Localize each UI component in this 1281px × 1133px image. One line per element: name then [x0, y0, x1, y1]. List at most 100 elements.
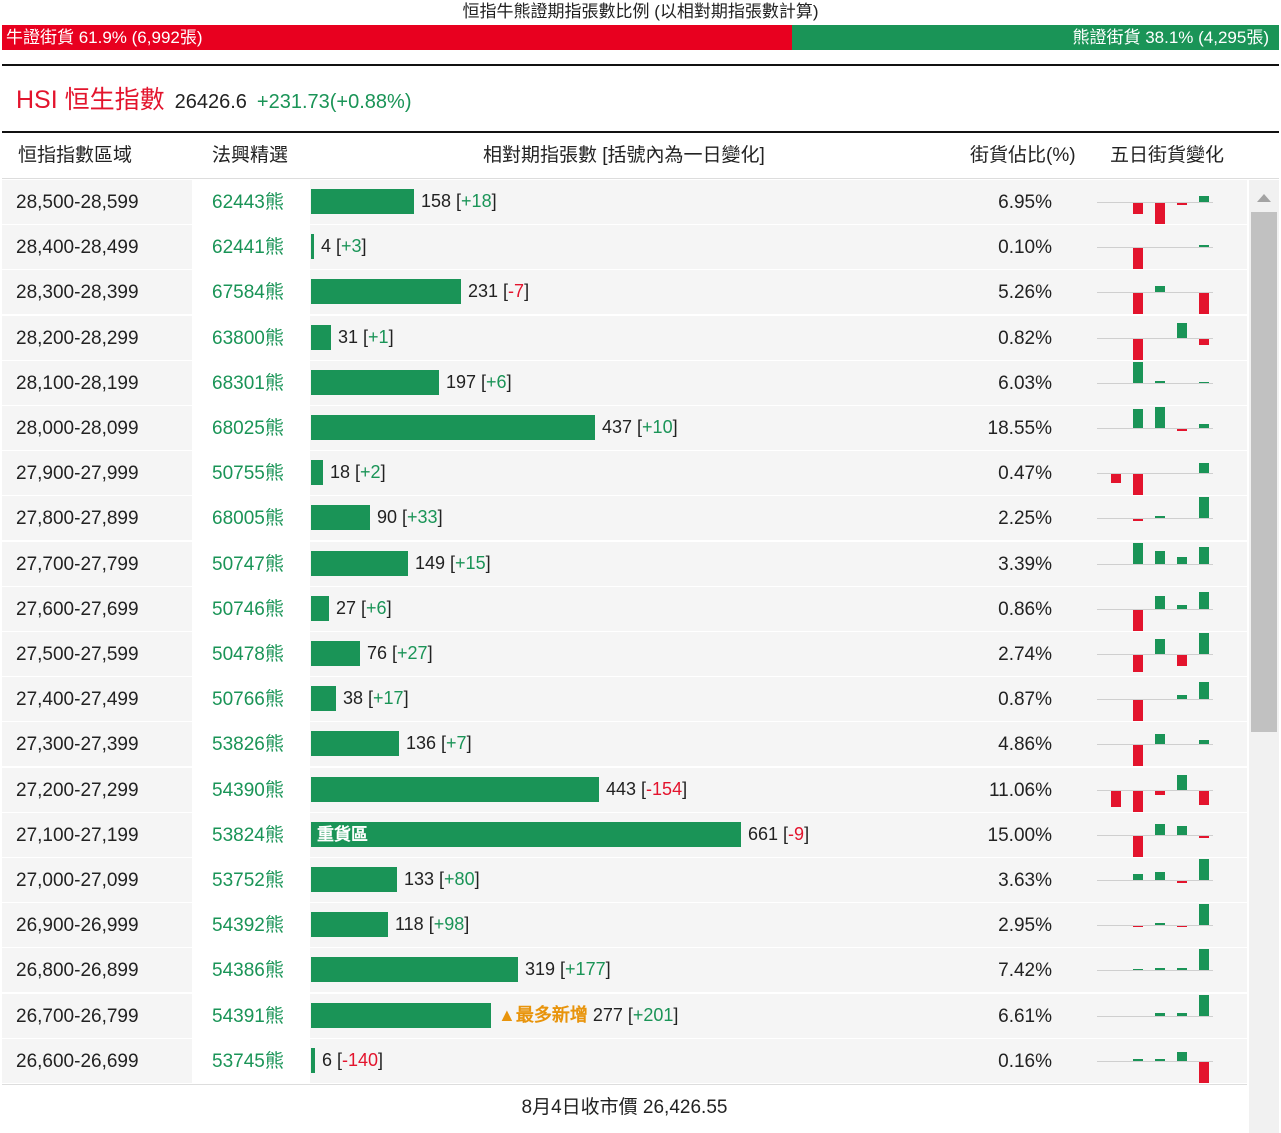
daily-change: +1	[368, 326, 389, 347]
warrant-link[interactable]: 62441熊	[212, 237, 284, 259]
spark-baseline	[1097, 970, 1213, 972]
chart-title: 恒指牛熊證期指張數比例 (以相對期指張數計算)	[462, 2, 819, 21]
table-row[interactable]: 26,700-26,799 54391熊 ▲最多新增 277 [+201] 6.61%	[2, 993, 1247, 1039]
spark-bar	[1133, 790, 1143, 812]
five-day-sparkline	[1095, 180, 1215, 225]
index-change: +231.73(+0.88%)	[256, 91, 412, 113]
table-row[interactable]: 27,700-27,799 50747熊 149 [+15] 3.39%	[2, 541, 1247, 587]
warrant-link[interactable]: 67584熊	[212, 282, 284, 304]
contracts-bar	[311, 867, 397, 892]
spark-bar	[1177, 968, 1187, 971]
warrant-link[interactable]: 53826熊	[212, 734, 284, 756]
top-new-tag: ▲最多新增	[498, 1004, 593, 1025]
spark-bar	[1155, 286, 1165, 293]
daily-change: -154	[646, 778, 683, 799]
table-row[interactable]: 26,900-26,999 54392熊 118 [+98] 2.95%	[2, 903, 1247, 949]
table-row[interactable]: 27,900-27,999 50755熊 18 [+2] 0.47%	[2, 451, 1247, 497]
share-cell: 7.42%	[998, 960, 1052, 982]
spark-baseline	[1097, 834, 1213, 836]
spark-bar	[1199, 859, 1209, 880]
warrant-cell: 50747熊	[192, 541, 310, 587]
warrant-link[interactable]: 50766熊	[212, 689, 284, 711]
table-row[interactable]: 28,400-28,499 62441熊 4 [+3] 0.10%	[2, 225, 1247, 271]
table-row[interactable]: 27,600-27,699 50746熊 27 [+6] 0.86%	[2, 586, 1247, 632]
five-day-sparkline	[1095, 632, 1215, 677]
spark-bar	[1199, 338, 1209, 345]
warrant-link[interactable]: 68005熊	[212, 508, 284, 530]
table-row[interactable]: 27,200-27,299 54390熊 443 [-154] 11.06%	[2, 767, 1247, 813]
share-cell: 5.26%	[998, 282, 1052, 304]
spark-bar	[1177, 826, 1187, 835]
warrant-link[interactable]: 54386熊	[212, 960, 284, 982]
table-row[interactable]: 28,500-28,599 62443熊 158 [+18] 6.95%	[2, 180, 1247, 225]
spark-bar	[1199, 293, 1209, 315]
daily-change: +10	[642, 417, 673, 437]
table-row[interactable]: 27,500-27,599 50478熊 76 [+27] 2.74%	[2, 632, 1247, 677]
warrant-cell: 63800熊	[192, 315, 310, 361]
warrant-link[interactable]: 68301熊	[212, 372, 284, 394]
contracts-value: 443 [-154]	[606, 778, 688, 799]
spark-bar	[1133, 542, 1143, 564]
triangle-up-icon[interactable]	[1257, 194, 1271, 202]
warrant-link[interactable]: 53745熊	[212, 1050, 284, 1072]
warrant-link[interactable]: 53752熊	[212, 870, 284, 891]
index-quote: HSI 恒生指數 26426.6 +231.73(+0.88%)	[16, 80, 411, 116]
contracts-bar	[311, 1047, 315, 1073]
share-cell: 2.95%	[998, 915, 1052, 937]
spark-bar	[1177, 203, 1187, 206]
contracts-value: 437 [+10]	[602, 417, 678, 437]
contracts-value: 4 [+3]	[321, 236, 367, 257]
table-row[interactable]: 27,300-27,399 53826熊 136 [+7] 4.86%	[2, 722, 1247, 768]
close-price-row: 8月4日收市價 26,426.55	[2, 1084, 1247, 1129]
range-cell: 27,600-27,699	[16, 598, 139, 620]
contracts-bar	[311, 415, 595, 440]
spark-bar	[1133, 1058, 1143, 1061]
spark-bar	[1177, 1013, 1187, 1016]
range-cell: 27,100-27,199	[16, 824, 139, 846]
share-cell: 6.95%	[998, 192, 1052, 213]
daily-change: +201	[632, 1004, 674, 1025]
table-row[interactable]: 28,300-28,399 67584熊 231 [-7] 5.26%	[2, 270, 1247, 316]
five-day-sparkline	[1095, 316, 1215, 361]
daily-change: -9	[788, 823, 805, 844]
warrant-link[interactable]: 62443熊	[212, 192, 284, 213]
spark-bar	[1155, 639, 1165, 654]
share-cell: 18.55%	[987, 418, 1052, 439]
contracts-value: ▲最多新增 277 [+201]	[498, 1004, 679, 1025]
warrant-link[interactable]: 50746熊	[212, 598, 284, 620]
warrant-link[interactable]: 54392熊	[212, 915, 284, 937]
range-cell: 28,300-28,399	[16, 282, 139, 304]
warrant-link[interactable]: 63800熊	[212, 327, 284, 349]
warrant-cell: 62441熊	[192, 225, 310, 271]
table-row[interactable]: 27,100-27,199 53824熊 重貨區 661 [-9] 15.00%	[2, 812, 1247, 858]
range-cell: 28,400-28,499	[16, 237, 139, 259]
table-row[interactable]: 26,600-26,699 53745熊 6 [-140] 0.16%	[2, 1038, 1247, 1084]
table-row[interactable]: 27,800-27,899 68005熊 90 [+33] 2.25%	[2, 496, 1247, 542]
table-row[interactable]: 28,000-28,099 68025熊 437 [+10] 18.55%	[2, 406, 1247, 451]
table-body[interactable]: 28,500-28,599 62443熊 158 [+18] 6.95% 28,400-…	[2, 180, 1247, 1133]
table-row[interactable]: 26,800-26,899 54386熊 319 [+177] 7.42%	[2, 948, 1247, 994]
five-day-sparkline	[1095, 903, 1215, 948]
warrant-link[interactable]: 54390熊	[212, 779, 284, 801]
warrant-link[interactable]: 50478熊	[212, 644, 284, 665]
spark-bar	[1155, 550, 1165, 564]
spark-bar	[1199, 423, 1209, 428]
spark-bar	[1177, 926, 1187, 928]
warrant-link[interactable]: 50755熊	[212, 463, 284, 485]
scroll-thumb[interactable]	[1251, 212, 1277, 732]
spark-bar	[1133, 519, 1143, 522]
contracts-value: 31 [+1]	[338, 326, 394, 347]
spark-bar	[1155, 407, 1165, 428]
range-cell: 28,200-28,299	[16, 327, 139, 349]
table-row[interactable]: 28,100-28,199 68301熊 197 [+6] 6.03%	[2, 360, 1247, 406]
table-row[interactable]: 27,000-27,099 53752熊 133 [+80] 3.63%	[2, 858, 1247, 903]
warrant-link[interactable]: 54391熊	[212, 1005, 284, 1027]
warrant-link[interactable]: 50747熊	[212, 553, 284, 575]
table-row[interactable]: 28,200-28,299 63800熊 31 [+1] 0.82%	[2, 315, 1247, 361]
vertical-scrollbar[interactable]	[1249, 180, 1279, 1133]
col-range-header: 恒指指數區域	[18, 145, 133, 166]
daily-change: +6	[486, 371, 507, 392]
table-row[interactable]: 27,400-27,499 50766熊 38 [+17] 0.87%	[2, 677, 1247, 723]
warrant-link[interactable]: 53824熊	[212, 824, 284, 846]
warrant-link[interactable]: 68025熊	[212, 418, 284, 439]
